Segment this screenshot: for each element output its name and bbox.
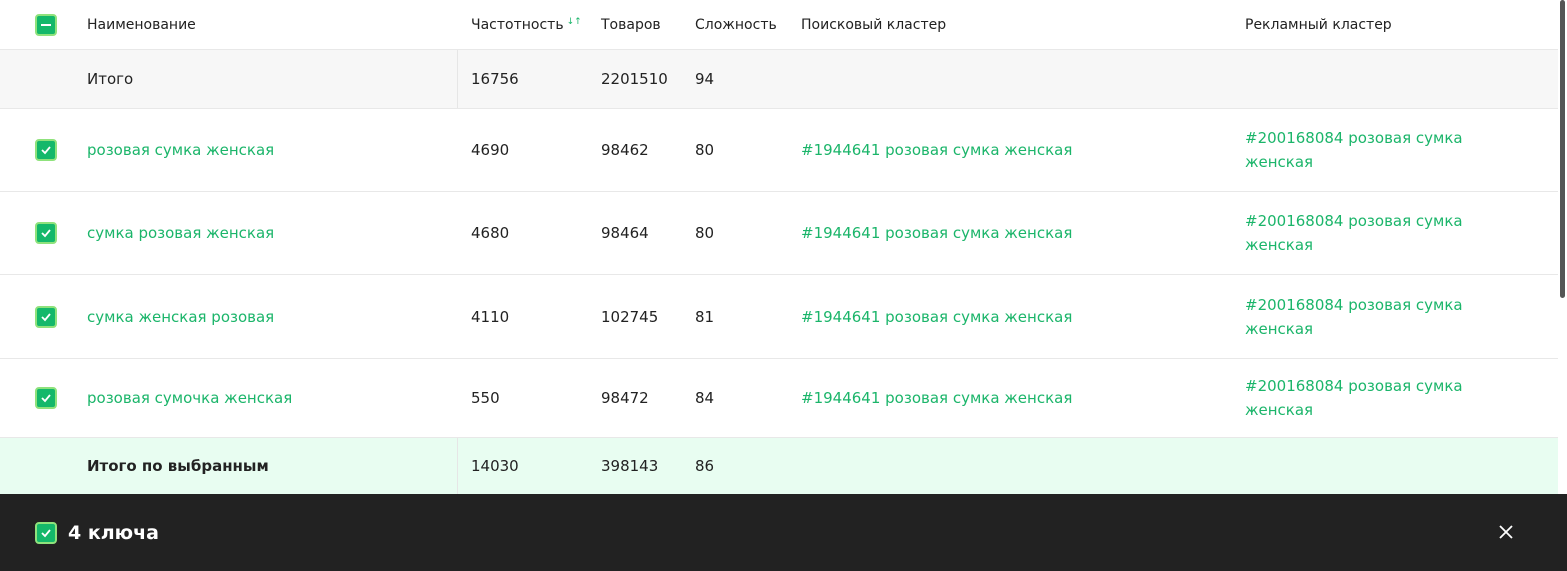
header-search-cluster[interactable]: Поисковый кластер [801,16,947,33]
goods: 98462 [601,140,649,159]
selected-total-goods: 398143 [601,457,659,475]
ad-cluster-link[interactable]: #200168084 розовая сумка женская [1245,212,1463,254]
ad-cluster-link[interactable]: #200168084 розовая сумка женская [1245,295,1463,338]
complexity: 84 [695,389,715,407]
header-ad-cluster[interactable]: Рекламный кластер [1245,16,1392,33]
close-icon[interactable] [1498,524,1514,540]
select-all-checkbox[interactable] [35,13,57,36]
table-header: Наименование Частотность ↓↑ Товаров Сложн… [0,0,1558,50]
goods: 98472 [601,389,649,407]
check-icon [41,312,51,321]
check-icon [41,229,51,238]
selected-total-complexity: 86 [695,457,715,475]
header-goods[interactable]: Товаров [601,16,661,33]
selected-total-frequency: 14030 [471,457,519,475]
selected-total-label: Итого по выбранным [87,457,269,475]
keyword-link[interactable]: розовая сумочка женская [87,389,293,407]
table-row: сумка розовая женская 4680 98464 80 #194… [0,192,1558,275]
table-row: сумка женская розовая 4110 102745 81 #19… [0,275,1558,359]
scrollbar[interactable] [1560,0,1565,298]
row-checkbox[interactable] [35,222,57,244]
check-icon [41,145,51,154]
frequency: 4680 [471,224,510,242]
divider [457,438,458,494]
total-goods: 2201510 [601,70,668,88]
complexity: 80 [695,224,715,242]
selection-bar: 4 ключа [0,494,1567,571]
frequency: 4110 [471,307,510,326]
header-complexity[interactable]: Сложность [695,16,777,33]
search-cluster-link[interactable]: #1944641 розовая сумка женская [801,224,1073,242]
table-row: розовая сумка женская 4690 98462 80 #194… [0,108,1558,192]
minus-icon [41,23,51,26]
search-cluster-link[interactable]: #1944641 розовая сумка женская [801,389,1073,407]
keyword-link[interactable]: розовая сумка женская [87,140,275,159]
complexity: 81 [695,307,715,326]
ad-cluster-link[interactable]: #200168084 розовая сумка женская [1245,377,1463,419]
ad-cluster-link[interactable]: #200168084 розовая сумка женская [1245,128,1463,171]
header-name[interactable]: Наименование [87,16,196,33]
row-checkbox[interactable] [35,138,57,161]
check-icon [41,528,51,537]
keyword-link[interactable]: сумка женская розовая [87,307,275,326]
total-row: Итого 16756 2201510 94 [0,50,1558,109]
complexity: 80 [695,140,715,159]
selection-checkbox[interactable] [35,521,57,544]
keyword-link[interactable]: сумка розовая женская [87,224,275,242]
header-frequency[interactable]: Частотность ↓↑ [471,17,582,33]
total-label: Итого [87,70,134,88]
check-icon [41,394,51,403]
total-complexity: 94 [695,70,715,88]
frequency: 550 [471,389,500,407]
selection-count: 4 ключа [68,521,159,544]
search-cluster-link[interactable]: #1944641 розовая сумка женская [801,140,1073,159]
row-checkbox[interactable] [35,305,57,328]
goods: 98464 [601,224,649,242]
table-row: розовая сумочка женская 550 98472 84 #19… [0,359,1558,438]
sort-arrows-icon[interactable]: ↓↑ [566,16,582,27]
frequency: 4690 [471,140,510,159]
header-frequency-label: Частотность [471,16,564,33]
selected-total-row: Итого по выбранным 14030 398143 86 [0,438,1558,494]
divider [457,50,458,108]
goods: 102745 [601,307,659,326]
row-checkbox[interactable] [35,387,57,409]
search-cluster-link[interactable]: #1944641 розовая сумка женская [801,307,1073,326]
total-frequency: 16756 [471,70,519,88]
